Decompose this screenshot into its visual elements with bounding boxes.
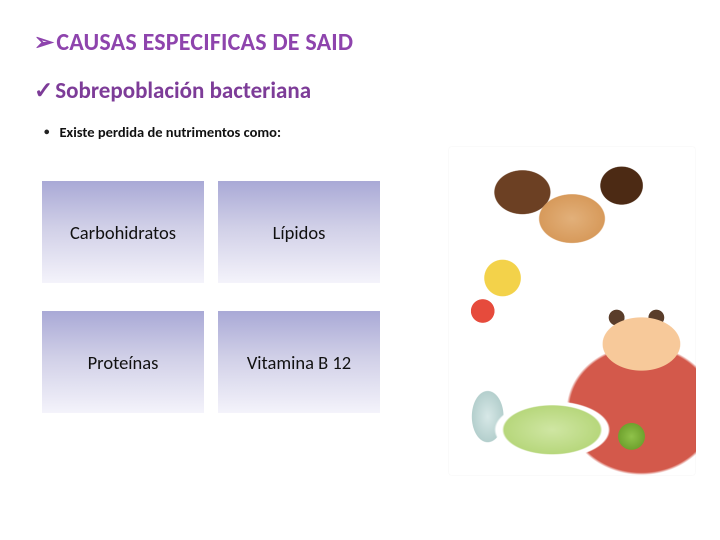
food-illustration xyxy=(448,146,696,476)
grid-cell: Carbohidratos xyxy=(42,181,204,283)
slide: ➢CAUSAS ESPECIFICAS DE SAID ✓Sobrepoblac… xyxy=(0,0,720,540)
nutrient-grid: Carbohidratos Lípidos Proteínas Vitamina… xyxy=(42,181,380,413)
check-icon: ✓ xyxy=(34,77,53,105)
chevron-right-icon: ➢ xyxy=(34,28,54,57)
bullet-nutrient-loss-text: Existe perdida de nutrimentos como: xyxy=(59,123,281,141)
grid-cell: Proteínas xyxy=(42,311,204,413)
heading-subtopic-text: Sobrepoblación bacteriana xyxy=(55,77,311,105)
bullet-nutrient-loss: • Existe perdida de nutrimentos como: xyxy=(38,123,686,141)
grid-cell: Lípidos xyxy=(218,181,380,283)
grid-cell: Vitamina B 12 xyxy=(218,311,380,413)
heading-causes-text: CAUSAS ESPECIFICAS DE SAID xyxy=(56,28,353,57)
bullet-icon: • xyxy=(44,125,49,138)
heading-subtopic: ✓Sobrepoblación bacteriana xyxy=(34,77,686,105)
heading-causes: ➢CAUSAS ESPECIFICAS DE SAID xyxy=(34,28,686,57)
